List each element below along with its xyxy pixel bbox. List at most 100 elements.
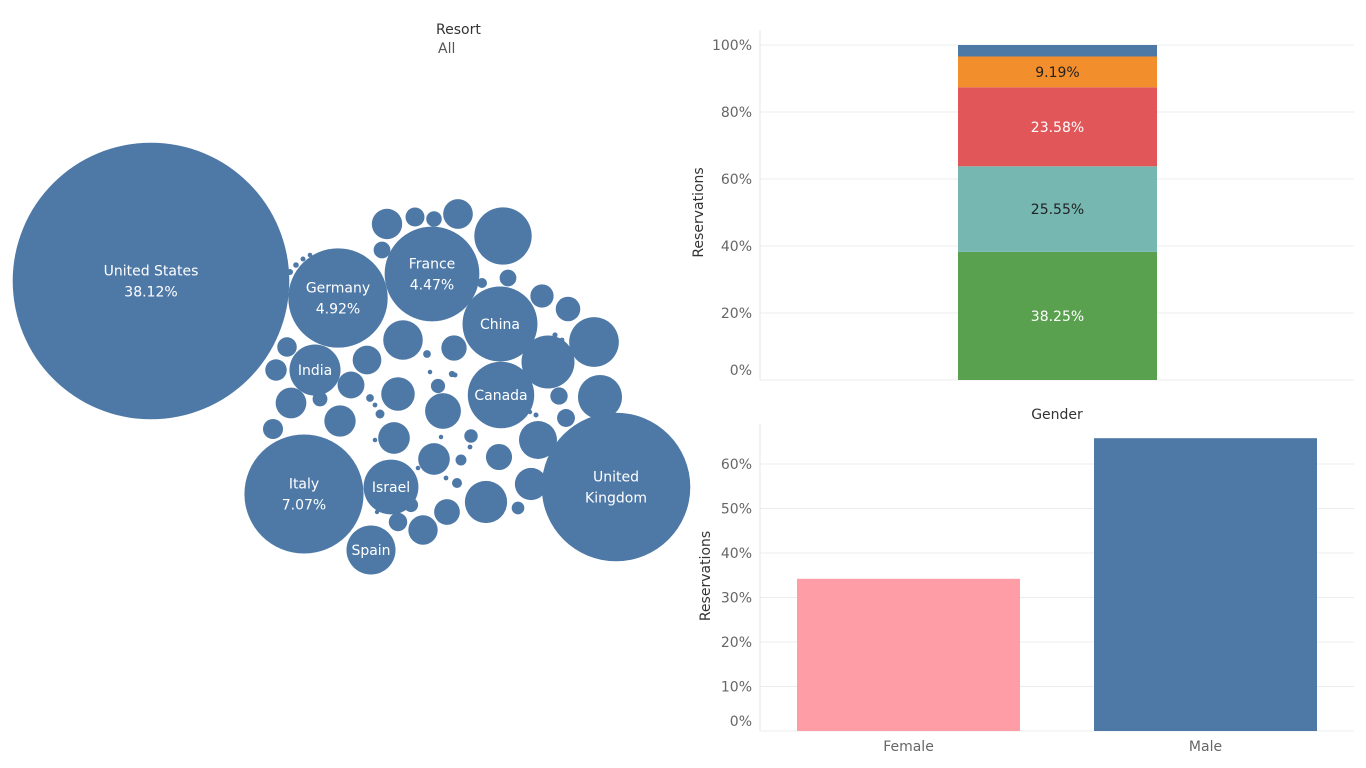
- y-tick-label: 0%: [730, 363, 752, 379]
- country-bubble[interactable]: [541, 412, 691, 562]
- country-bubble[interactable]: [464, 480, 508, 524]
- country-bubble[interactable]: [324, 405, 356, 437]
- country-bubble[interactable]: [451, 477, 463, 489]
- country-bubble[interactable]: [418, 443, 450, 475]
- country-bubble[interactable]: [423, 350, 431, 358]
- country-bubble[interactable]: [244, 434, 364, 554]
- country-bubble[interactable]: [427, 369, 433, 375]
- country-bubble[interactable]: [12, 142, 290, 420]
- country-bubble[interactable]: [366, 394, 374, 402]
- country-bubble[interactable]: [530, 284, 554, 308]
- country-bubble[interactable]: [388, 512, 408, 532]
- segment-value-label: 38.25%: [1031, 309, 1084, 325]
- country-bubble[interactable]: [474, 207, 532, 265]
- country-bubble[interactable]: [275, 387, 307, 419]
- country-bubble[interactable]: [443, 475, 449, 481]
- country-bubble[interactable]: [425, 393, 461, 429]
- stack-segment[interactable]: [958, 166, 1157, 252]
- country-bubble[interactable]: [443, 199, 473, 229]
- bubble-value-label: 7.07%: [282, 498, 326, 514]
- country-bubble[interactable]: [452, 372, 458, 378]
- country-bubble[interactable]: [363, 459, 419, 515]
- country-bubble[interactable]: [415, 465, 421, 471]
- country-bubble[interactable]: [462, 286, 538, 362]
- country-bubble[interactable]: [555, 296, 581, 322]
- country-bubble[interactable]: [346, 525, 396, 575]
- country-bubble[interactable]: [514, 467, 548, 501]
- country-bubble[interactable]: [384, 226, 480, 322]
- country-bubble[interactable]: [552, 332, 558, 338]
- country-bubble[interactable]: [352, 345, 382, 375]
- y-tick-label: 100%: [712, 38, 752, 54]
- bubble-label: France: [409, 257, 456, 273]
- stack-segment[interactable]: [958, 87, 1157, 167]
- stack-segment[interactable]: [958, 251, 1157, 380]
- country-bubble[interactable]: [337, 371, 365, 399]
- country-bubble[interactable]: [383, 320, 423, 360]
- country-bubble[interactable]: [441, 335, 467, 361]
- country-bubble[interactable]: [372, 402, 378, 408]
- country-bubble[interactable]: [405, 207, 425, 227]
- bubble-label: Canada: [474, 388, 527, 404]
- country-bubble[interactable]: [434, 499, 460, 525]
- country-bubble[interactable]: [288, 248, 388, 348]
- y-tick-label: 20%: [721, 635, 752, 651]
- country-bubble[interactable]: [467, 444, 473, 450]
- segment-value-label: 25.55%: [1031, 202, 1084, 218]
- bubble-value-label: 4.92%: [316, 302, 360, 318]
- country-bubble[interactable]: [569, 317, 619, 367]
- country-bubble[interactable]: [577, 374, 623, 420]
- country-bubble[interactable]: [408, 515, 438, 545]
- y-axis-title: Reservations: [698, 531, 714, 621]
- country-bubble[interactable]: [422, 457, 428, 463]
- country-bubble[interactable]: [265, 359, 287, 381]
- country-bubble[interactable]: [430, 378, 446, 394]
- country-bubble[interactable]: [485, 443, 513, 471]
- country-bubble[interactable]: [455, 454, 467, 466]
- country-bubble-chart: United States 38.12% United Kingdom Italy 7.0…: [12, 142, 691, 575]
- y-tick-label: 20%: [721, 306, 752, 322]
- country-bubble[interactable]: [375, 409, 385, 419]
- gender-bar[interactable]: [1094, 438, 1317, 731]
- country-bubble[interactable]: [511, 501, 525, 515]
- stack-segment[interactable]: [958, 45, 1157, 57]
- bubble-label: India: [298, 363, 332, 379]
- resort-filter-value[interactable]: All: [438, 41, 456, 57]
- y-tick-label: 60%: [721, 457, 752, 473]
- country-bubble[interactable]: [550, 387, 568, 405]
- resort-filter-label: Resort: [436, 22, 481, 38]
- resort-filter[interactable]: Resort All: [436, 22, 481, 57]
- y-tick-label: 40%: [721, 239, 752, 255]
- country-bubble[interactable]: [277, 337, 297, 357]
- bubble-label: Germany: [306, 281, 370, 297]
- country-bubble[interactable]: [371, 208, 403, 240]
- country-bubble[interactable]: [438, 434, 444, 440]
- country-bubble[interactable]: [557, 409, 575, 427]
- bubble-label: Spain: [351, 543, 390, 559]
- country-bubble[interactable]: [533, 412, 539, 418]
- country-bubble[interactable]: [467, 361, 535, 429]
- bubble-value-label: 4.47%: [410, 278, 454, 294]
- country-bubble[interactable]: [464, 429, 478, 443]
- gender-bar-chart: Gender 0% 10% 20% 30% 40% 50% 60% Reservations Fe…: [698, 407, 1354, 755]
- country-bubble[interactable]: [373, 241, 391, 259]
- country-bubble[interactable]: [293, 262, 299, 268]
- country-bubble[interactable]: [381, 377, 415, 411]
- country-bubble[interactable]: [476, 277, 488, 289]
- stack-segment[interactable]: [958, 56, 1157, 88]
- y-tick-label: 40%: [721, 546, 752, 562]
- country-bubble[interactable]: [499, 269, 517, 287]
- country-bubble[interactable]: [521, 335, 575, 389]
- country-bubble[interactable]: [426, 211, 442, 227]
- country-bubble[interactable]: [518, 420, 558, 460]
- country-bubble[interactable]: [289, 344, 341, 396]
- country-bubble[interactable]: [378, 422, 410, 454]
- country-bubble[interactable]: [262, 418, 284, 440]
- country-bubble[interactable]: [307, 252, 313, 258]
- gender-bar[interactable]: [797, 578, 1020, 731]
- country-bubble[interactable]: [559, 337, 565, 343]
- chart-title: Gender: [1031, 407, 1083, 423]
- country-bubble[interactable]: [372, 437, 378, 443]
- country-bubble[interactable]: [300, 256, 306, 262]
